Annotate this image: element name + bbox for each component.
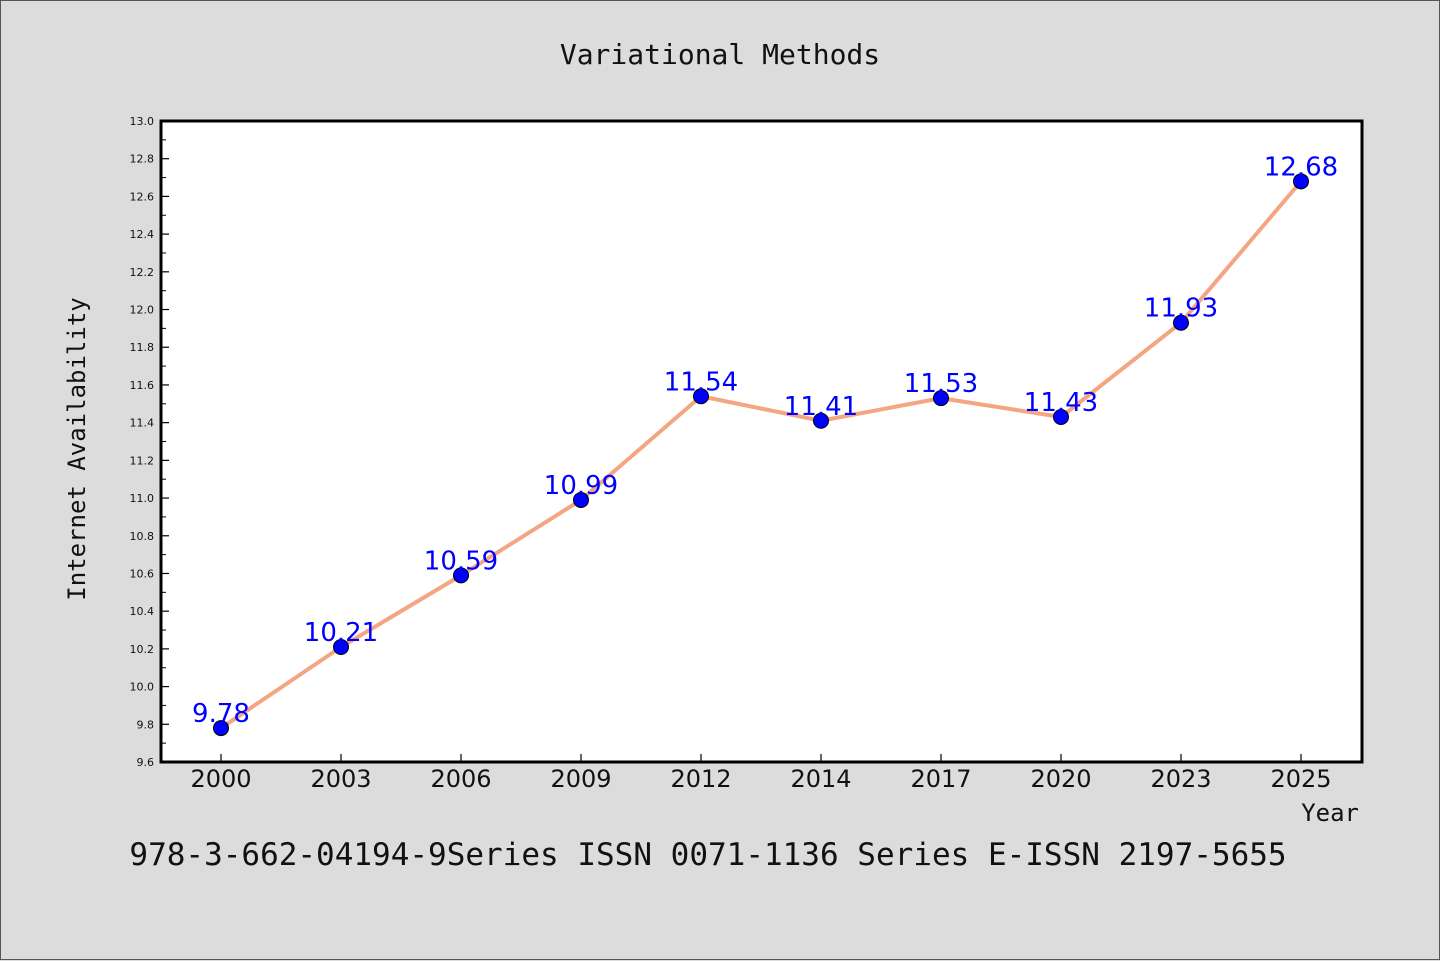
- x-tick-label: 2000: [190, 765, 251, 793]
- data-label: 11.53: [904, 369, 978, 399]
- data-label: 11.93: [1144, 294, 1218, 324]
- y-tick-label: 10.8: [130, 530, 155, 543]
- data-label: 10.21: [304, 618, 378, 648]
- y-tick-label: 10.2: [130, 643, 155, 656]
- data-label: 11.54: [664, 367, 738, 397]
- data-point: [813, 412, 829, 429]
- x-tick-label: 2006: [430, 765, 491, 793]
- x-tick-label: 2014: [790, 765, 851, 793]
- y-axis-label: Internet Availability: [63, 297, 91, 600]
- x-tick-label: 2012: [670, 765, 731, 793]
- data-label: 10.99: [544, 471, 618, 501]
- x-axis-label: Year: [1301, 799, 1359, 827]
- data-point: [573, 491, 589, 508]
- data-label: 10.59: [424, 546, 498, 576]
- y-tick-label: 11.6: [130, 379, 155, 392]
- y-tick-label: 11.0: [130, 492, 155, 505]
- data-point: [333, 638, 349, 655]
- data-label: 9.78: [192, 699, 250, 729]
- y-tick-label: 9.6: [137, 756, 155, 769]
- y-tick-label: 10.0: [130, 681, 155, 694]
- y-tick-label: 13.0: [130, 115, 155, 128]
- footnote: 978-3-662-04194-9Series ISSN 0071-1136 S…: [129, 837, 1286, 873]
- data-point: [1053, 408, 1069, 425]
- y-tick-label: 12.6: [130, 190, 155, 203]
- y-tick-label: 12.8: [130, 153, 155, 166]
- x-tick-label: 2009: [550, 765, 611, 793]
- y-tick-label: 10.4: [130, 605, 155, 618]
- y-axis: 9.6 9.8 10.0 10.2 10.4 10.6 10.8 11.0 11.2 11.4 11…: [130, 115, 169, 769]
- x-tick-label: 2020: [1030, 765, 1091, 793]
- data-point: [933, 390, 949, 407]
- x-tick-label: 2025: [1270, 765, 1331, 793]
- y-tick-label: 11.4: [130, 417, 155, 430]
- data-point: [213, 720, 229, 737]
- data-label: 11.41: [784, 392, 858, 422]
- x-tick-label: 2023: [1150, 765, 1211, 793]
- y-tick-label: 12.4: [130, 228, 155, 241]
- data-label: 12.68: [1264, 152, 1338, 182]
- y-tick-label: 11.2: [130, 454, 155, 467]
- y-tick-label: 12.0: [130, 304, 155, 317]
- y-tick-label: 12.2: [130, 266, 155, 279]
- x-tick-label: 2017: [910, 765, 971, 793]
- series-layer: 9.78 10.21 10.59 10.99 11.54 11.41 11.53 11.43 1…: [192, 152, 1338, 737]
- data-point: [693, 388, 709, 405]
- y-tick-label: 11.8: [130, 341, 155, 354]
- data-label: 11.43: [1024, 388, 1098, 418]
- plot-area: [159, 119, 1364, 764]
- y-tick-label: 9.8: [137, 718, 155, 731]
- data-point: [1293, 173, 1309, 190]
- x-tick-label: 2003: [310, 765, 371, 793]
- x-axis: 2000 2003 2006 2009 2012 2014 2017 2020 2023 2025: [190, 754, 1332, 793]
- y-tick-label: 10.6: [130, 567, 155, 580]
- data-point: [1173, 314, 1189, 331]
- chart-title: Variational Methods: [560, 38, 880, 71]
- data-point: [453, 567, 469, 584]
- series-line: [219, 180, 1303, 730]
